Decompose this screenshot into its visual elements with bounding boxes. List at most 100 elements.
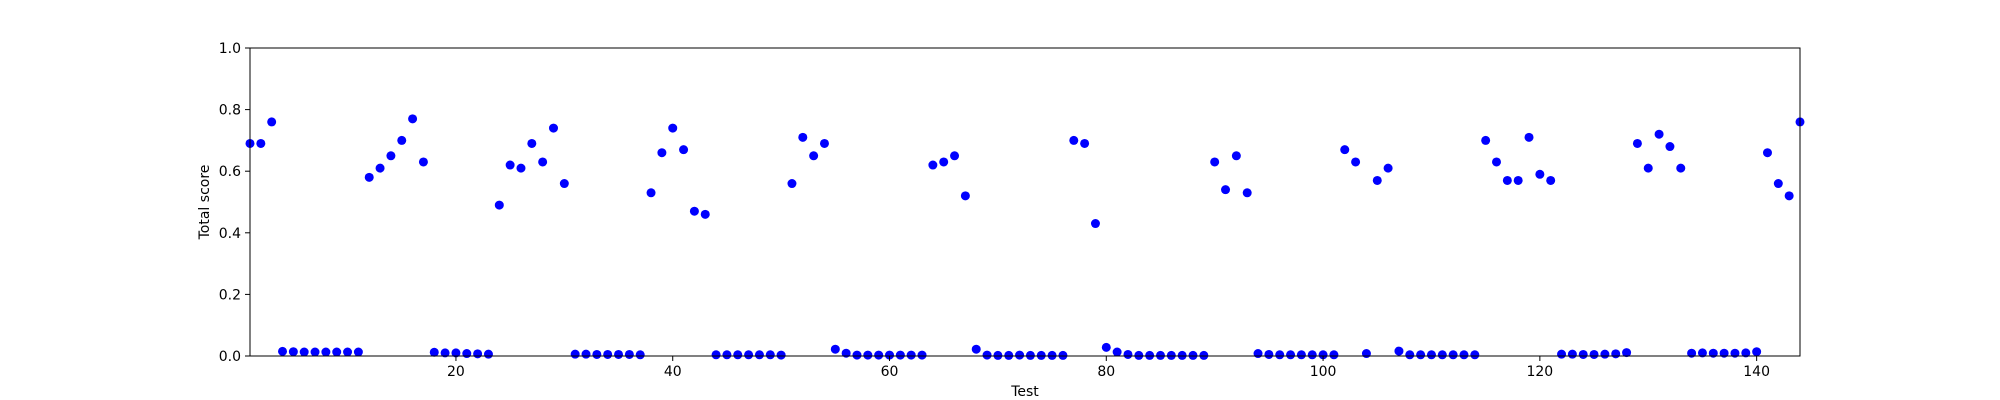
data-point [852,350,862,360]
data-point [874,350,884,360]
data-point [462,349,472,359]
data-point [939,157,949,167]
data-point [1307,350,1317,360]
data-point [1416,350,1426,360]
data-point [1231,151,1241,161]
data-point [765,350,775,360]
data-point [1665,142,1675,152]
data-point [1687,348,1697,358]
data-point [722,350,732,360]
data-point [1318,350,1328,360]
data-point [1622,348,1632,358]
data-point [1372,175,1382,185]
y-tick-label: 1.0 [219,41,241,57]
data-point [993,350,1003,360]
data-point [679,145,689,155]
data-point [1047,350,1057,360]
data-point [711,350,721,360]
data-point [657,148,667,158]
y-axis-label: Total score [197,165,213,241]
data-point [624,349,634,359]
data-point [1155,350,1165,360]
data-point [1492,157,1502,167]
data-point [1286,350,1296,360]
data-point [950,151,960,161]
data-point [809,151,819,161]
data-point [1069,135,1079,145]
data-point [1632,138,1642,148]
data-point [1557,349,1567,359]
plot-area [249,47,1801,357]
data-point [1546,175,1556,185]
data-point [1242,188,1252,198]
data-point [321,347,331,357]
data-point [668,123,678,133]
data-point [1600,349,1610,359]
data-point [1058,350,1068,360]
data-point [841,348,851,358]
data-point [1123,349,1133,359]
data-point [256,138,266,148]
data-point [1611,349,1621,359]
data-point [386,151,396,161]
data-point [928,160,938,170]
data-point [1524,132,1534,142]
data-point [1253,349,1263,359]
data-point [1567,349,1577,359]
data-point [1221,185,1231,195]
data-point [1762,148,1772,158]
data-point [581,349,591,359]
data-point [1448,350,1458,360]
x-tick-label: 60 [881,364,899,380]
data-point [364,172,374,182]
data-point [1394,346,1404,356]
data-point [1784,191,1794,201]
data-point [1361,349,1371,359]
data-point [1643,163,1653,173]
data-point [1275,350,1285,360]
data-point [1383,163,1393,173]
data-point [635,350,645,360]
data-point [960,191,970,201]
data-point [473,349,483,359]
data-point [1036,350,1046,360]
data-point [1145,350,1155,360]
data-point [1351,157,1361,167]
data-point [863,350,873,360]
y-tick-label: 0.2 [219,287,241,303]
data-point [895,350,905,360]
data-point [494,200,504,210]
data-point [1730,348,1740,358]
data-point [527,138,537,148]
data-point [1708,348,1718,358]
data-point [1502,175,1512,185]
data-point [1752,347,1762,357]
x-tick-label: 20 [447,364,465,380]
x-tick-label: 100 [1310,364,1337,380]
data-point [397,135,407,145]
data-point [1210,157,1220,167]
data-point [1654,129,1664,139]
data-point [1025,350,1035,360]
data-point [646,188,656,198]
data-point [1426,350,1436,360]
data-point [1329,350,1339,360]
data-point [332,347,342,357]
data-point [1470,350,1480,360]
data-point [614,349,624,359]
data-points [245,114,1805,360]
data-point [418,157,428,167]
data-point [1773,179,1783,189]
data-point [559,179,569,189]
data-point [267,117,277,127]
data-point [1188,350,1198,360]
data-point [700,209,710,219]
data-point [1080,138,1090,148]
data-point [310,347,320,357]
data-point [288,347,298,357]
data-point [1015,350,1025,360]
data-point [733,350,743,360]
data-point [570,349,580,359]
data-point [1134,350,1144,360]
